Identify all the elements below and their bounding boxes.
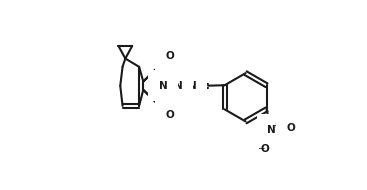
- Text: N: N: [267, 125, 276, 135]
- Text: O: O: [166, 110, 174, 120]
- Text: N: N: [159, 81, 168, 91]
- Text: O: O: [166, 51, 174, 61]
- Text: −: −: [257, 143, 265, 153]
- Text: O: O: [260, 144, 269, 154]
- Text: N: N: [174, 81, 183, 91]
- Text: O: O: [287, 123, 295, 133]
- Text: N: N: [188, 81, 197, 91]
- Text: +: +: [272, 121, 279, 130]
